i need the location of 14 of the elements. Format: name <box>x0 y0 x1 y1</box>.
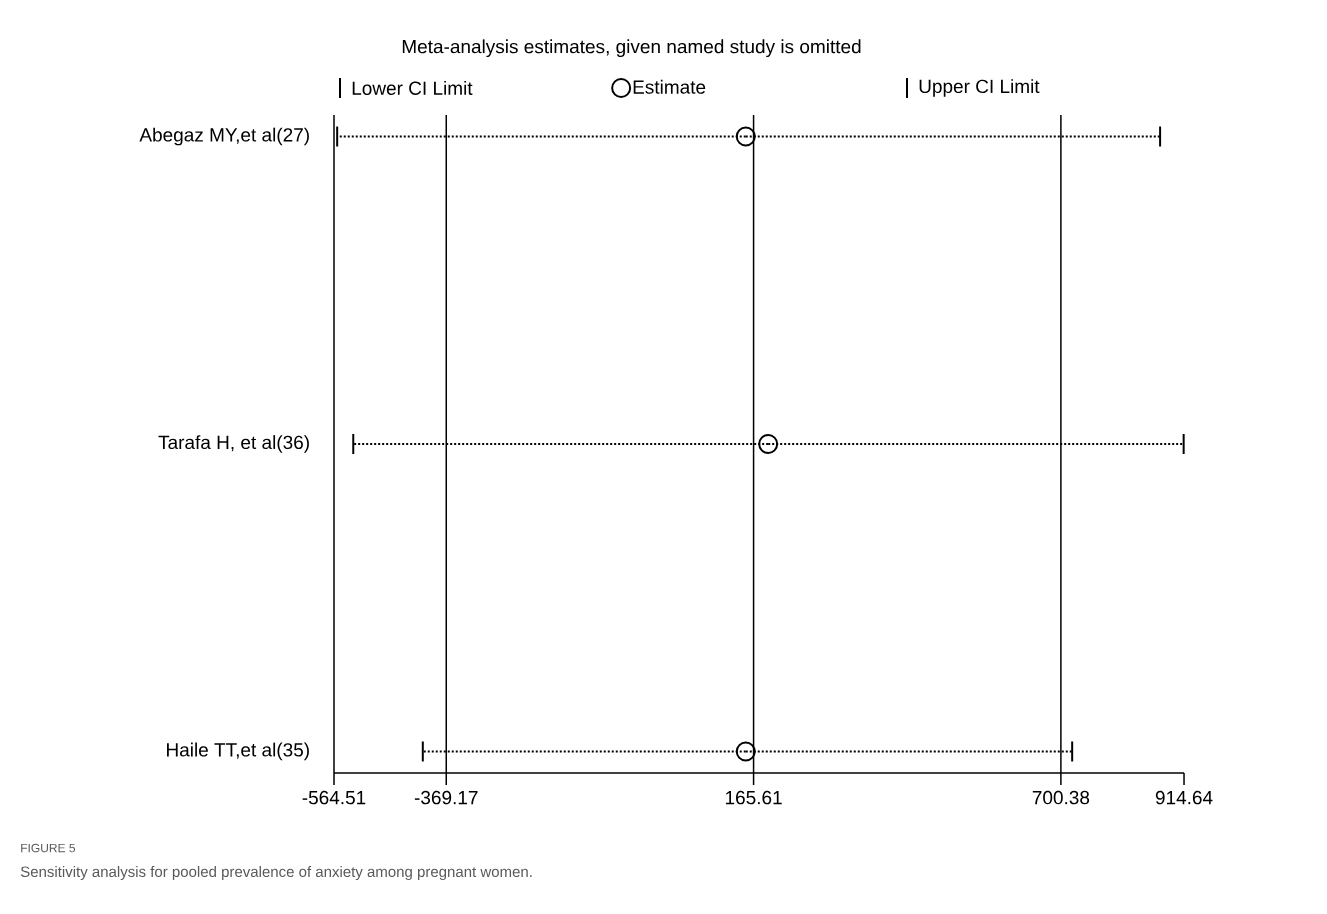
text: Upper CI Limit <box>919 79 1040 97</box>
x-tick-label: -564.51 <box>302 790 366 805</box>
x-tick-label: 700.38 <box>1032 790 1090 805</box>
x-tick-label: 165.61 <box>725 790 782 805</box>
legend-label: Estimate <box>633 79 706 94</box>
caption: FIGURE 5 <box>21 843 76 853</box>
x-tick-label: -369.17 <box>414 790 478 805</box>
text: Lower CI Limit <box>352 81 473 95</box>
annotation: Sensitivity analysis for pooled prevalence of anxiety among pregnant women. <box>20 866 532 880</box>
chart-title: Meta-analysis estimates, given named study is omitted <box>402 39 861 58</box>
y-tick-label: Tarafa H, et al(36) <box>158 435 309 453</box>
y-tick-label: Abegaz MY,et al(27) <box>139 127 309 146</box>
y-tick-label: Haile TT,et al(35) <box>167 742 309 761</box>
x-tick-label: 914.64 <box>1155 790 1213 805</box>
